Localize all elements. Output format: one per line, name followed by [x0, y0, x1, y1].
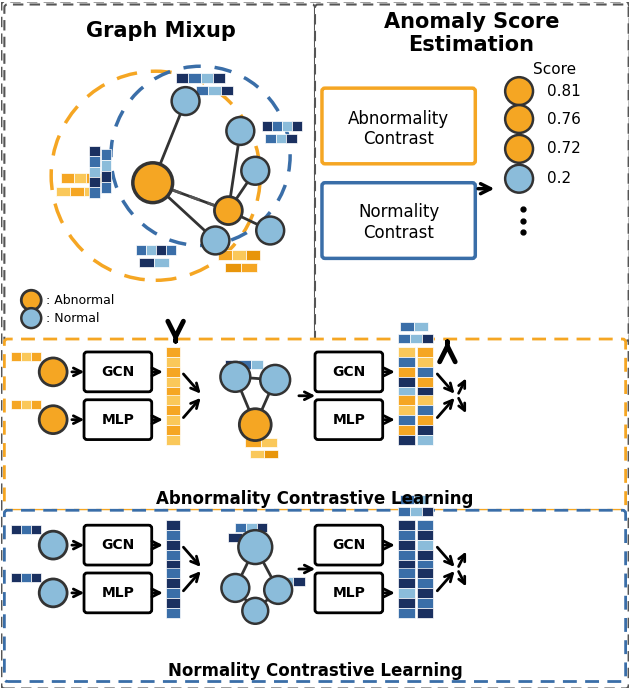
Bar [86, 172, 98, 183]
Circle shape [39, 579, 67, 607]
Bar [421, 334, 433, 343]
Circle shape [214, 197, 243, 224]
Bar [11, 573, 21, 582]
Bar [294, 577, 305, 586]
Bar [413, 322, 428, 331]
Bar [410, 507, 421, 516]
Text: MLP: MLP [101, 586, 134, 600]
Text: Normality
Contrast: Normality Contrast [358, 203, 439, 242]
Text: 0.76: 0.76 [547, 112, 581, 126]
Text: Abnormality Contrastive Learning: Abnormality Contrastive Learning [156, 491, 474, 509]
Bar [188, 73, 200, 83]
Bar [21, 525, 32, 534]
Circle shape [21, 290, 41, 310]
Bar [416, 377, 433, 387]
Bar [398, 367, 415, 377]
Bar [89, 166, 100, 177]
Bar [256, 523, 267, 532]
Bar [416, 588, 433, 598]
Bar [166, 357, 180, 367]
Bar [21, 573, 32, 582]
Bar [398, 568, 415, 578]
FancyBboxPatch shape [315, 525, 382, 565]
Bar [416, 568, 433, 578]
Bar [32, 400, 41, 408]
Bar [421, 507, 433, 516]
Bar [136, 246, 146, 255]
Bar [399, 495, 413, 504]
Bar [416, 598, 433, 608]
FancyBboxPatch shape [315, 400, 382, 440]
Bar [166, 367, 180, 377]
Bar [413, 495, 428, 504]
Bar [154, 258, 169, 267]
Bar [166, 435, 180, 444]
Circle shape [264, 576, 292, 604]
Bar [101, 149, 111, 160]
Circle shape [39, 406, 67, 433]
Bar [282, 121, 292, 131]
Bar [166, 530, 180, 540]
Bar [166, 608, 180, 618]
Bar [398, 578, 415, 588]
Bar [416, 520, 433, 530]
Circle shape [133, 163, 173, 203]
Text: GCN: GCN [101, 365, 134, 379]
FancyBboxPatch shape [4, 339, 626, 511]
Bar [398, 424, 415, 435]
Circle shape [21, 308, 41, 328]
FancyBboxPatch shape [315, 573, 382, 613]
Text: 0.81: 0.81 [547, 83, 581, 99]
Bar [166, 560, 180, 570]
Bar [242, 533, 255, 542]
Text: : Abnormal: : Abnormal [46, 294, 115, 306]
Bar [11, 352, 21, 361]
Bar [398, 588, 415, 598]
Bar [226, 360, 238, 369]
Bar [264, 450, 278, 458]
Bar [232, 250, 246, 260]
Bar [241, 264, 257, 273]
Bar [255, 533, 268, 542]
Text: GCN: GCN [332, 365, 365, 379]
Bar [238, 360, 251, 369]
Bar [416, 387, 433, 397]
Text: MLP: MLP [333, 413, 365, 426]
Bar [261, 437, 277, 446]
Bar [416, 608, 433, 618]
Bar [166, 415, 180, 424]
Bar [398, 598, 415, 608]
Bar [416, 395, 433, 405]
Circle shape [505, 165, 533, 193]
FancyBboxPatch shape [84, 352, 152, 392]
Bar [398, 405, 415, 415]
Bar [398, 560, 415, 570]
Bar [246, 523, 256, 532]
Bar [398, 540, 415, 550]
Bar [410, 334, 421, 343]
Bar [270, 577, 282, 586]
Bar [416, 540, 433, 550]
FancyBboxPatch shape [322, 183, 475, 258]
Bar [219, 250, 232, 260]
Bar [166, 395, 180, 405]
Bar [32, 352, 41, 361]
Bar [166, 588, 180, 598]
Bar [226, 264, 241, 273]
Bar [229, 533, 242, 542]
Circle shape [226, 117, 255, 145]
Bar [416, 550, 433, 560]
Text: GCN: GCN [101, 538, 134, 552]
Bar [282, 577, 294, 586]
Bar [84, 187, 98, 196]
Text: MLP: MLP [101, 413, 134, 426]
Circle shape [171, 87, 200, 115]
Bar [220, 86, 233, 95]
Bar [416, 347, 433, 357]
Bar [398, 608, 415, 618]
Bar [416, 405, 433, 415]
Bar [166, 405, 180, 415]
Circle shape [39, 531, 67, 559]
Bar [56, 187, 70, 196]
